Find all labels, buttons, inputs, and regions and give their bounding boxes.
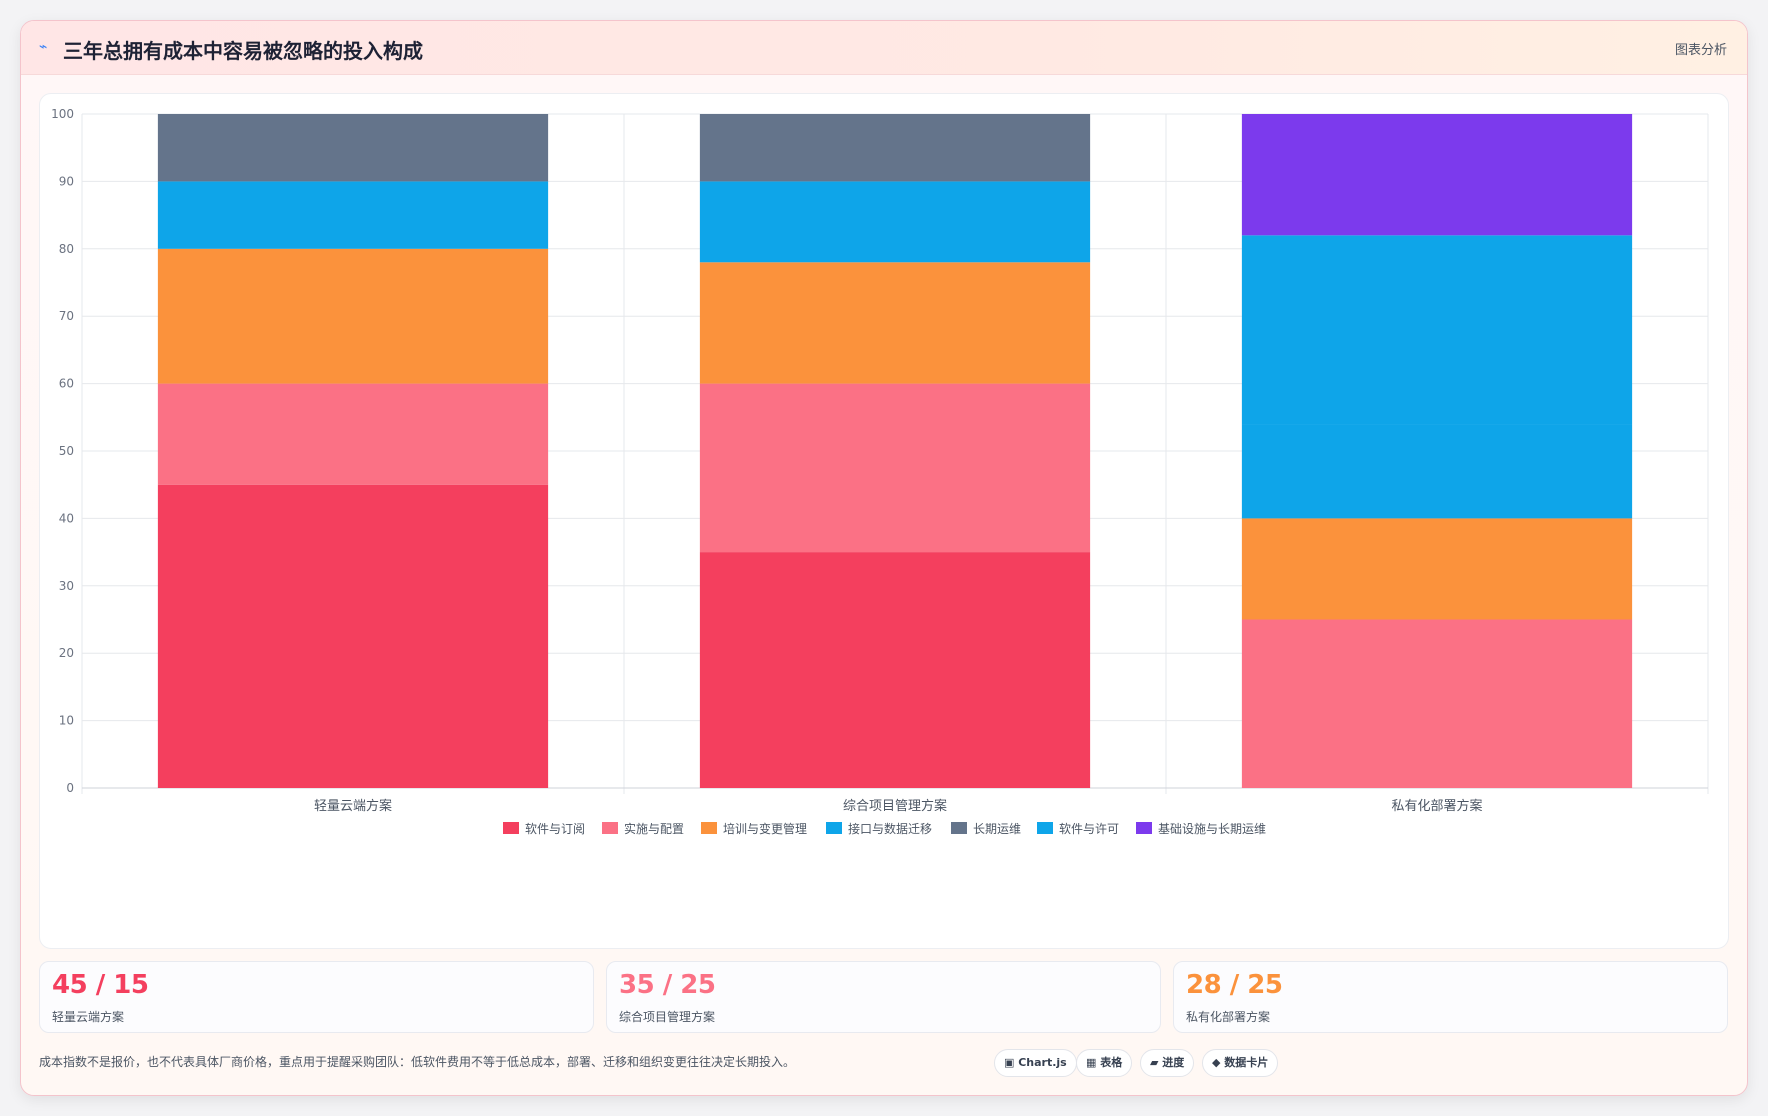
y-tick-label: 80 xyxy=(59,242,74,256)
y-tick-label: 60 xyxy=(59,377,74,391)
chart-analysis-link[interactable]: 图表分析 xyxy=(1674,43,1727,58)
bar-segment xyxy=(1241,619,1633,788)
chartjs-chip[interactable]: ▣ Chart.js xyxy=(994,1049,1077,1077)
stat-label: 私有化部署方案 xyxy=(1186,1010,1271,1024)
y-tick-label: 40 xyxy=(59,511,74,525)
table-chip[interactable]: ▦ 表格 xyxy=(1076,1049,1133,1077)
bar-segment xyxy=(1241,114,1633,236)
x-tick-label: 轻量云端方案 xyxy=(314,798,392,814)
bar-segment xyxy=(157,383,549,485)
chart-panel: 0 10 20 30 40 50 60 70 80 90 100 轻量云端方案 综合项目管理方案 私有化部… xyxy=(39,93,1729,949)
legend-swatch xyxy=(701,822,717,834)
stat-label: 综合项目管理方案 xyxy=(619,1010,716,1024)
x-tick-label: 私有化部署方案 xyxy=(1391,798,1482,814)
chart-card: ⌁ 三年总拥有成本中容易被忽略的投入构成 图表分析 0 10 20 30 40 50 60 7… xyxy=(20,20,1748,1096)
stacked-bar-chart: 0 10 20 30 40 50 60 70 80 90 100 轻量云端方案 综合项目管理方案 私有化部… xyxy=(51,107,1709,836)
legend-label: 长期运维 xyxy=(973,822,1021,836)
y-tick-label: 90 xyxy=(59,174,74,188)
footnote: 成本指数不是报价，也不代表具体厂商价格，重点用于提醒采购团队：低软件费用不等于低… xyxy=(39,1055,796,1069)
legend-label: 软件与订阅 xyxy=(525,822,585,836)
legend-swatch xyxy=(951,822,967,834)
legend-label: 培训与变更管理 xyxy=(723,821,807,836)
y-tick-label: 10 xyxy=(59,714,74,728)
legend-swatch xyxy=(1037,822,1053,834)
stat-card: 28 / 25 私有化部署方案 xyxy=(1173,961,1728,1033)
y-tick-label: 50 xyxy=(59,444,74,458)
stat-label: 轻量云端方案 xyxy=(52,1010,125,1024)
bar-segment xyxy=(699,114,1091,182)
bar-segment xyxy=(1241,424,1633,519)
legend-swatch xyxy=(826,822,842,834)
data-card-chip[interactable]: ◆ 数据卡片 xyxy=(1202,1049,1279,1077)
bar-segment xyxy=(699,262,1091,384)
legend-swatch xyxy=(503,822,519,834)
x-tick-label: 综合项目管理方案 xyxy=(843,798,947,814)
stat-value: 45 / 15 xyxy=(52,970,149,1000)
stat-value: 35 / 25 xyxy=(619,970,716,1000)
stat-card: 35 / 25 综合项目管理方案 xyxy=(606,961,1161,1033)
legend-label: 接口与数据迁移 xyxy=(848,821,932,836)
bar-segment xyxy=(699,181,1091,263)
bolt-icon: ⌁ xyxy=(39,39,48,55)
bar-segment xyxy=(1241,235,1633,425)
y-tick-label: 70 xyxy=(59,309,74,323)
bar-segment xyxy=(157,248,549,384)
y-tick-label: 20 xyxy=(59,646,74,660)
progress-chip[interactable]: ▰ 进度 xyxy=(1140,1049,1195,1077)
legend-label: 实施与配置 xyxy=(624,821,684,836)
y-tick-label: 100 xyxy=(51,107,74,121)
legend-label: 软件与许可 xyxy=(1059,822,1119,836)
legend-label: 基础设施与长期运维 xyxy=(1158,822,1266,836)
stat-cards: 45 / 15 轻量云端方案 35 / 25 综合项目管理方案 28 / 25 … xyxy=(39,961,1729,1033)
stat-value: 28 / 25 xyxy=(1186,970,1283,1000)
bar-segment xyxy=(699,383,1091,553)
bar-segment xyxy=(157,114,549,182)
legend-swatch xyxy=(602,822,618,834)
bar-segment xyxy=(1241,518,1633,620)
card-header: ⌁ 三年总拥有成本中容易被忽略的投入构成 图表分析 xyxy=(21,21,1747,75)
stat-card: 45 / 15 轻量云端方案 xyxy=(39,961,594,1033)
y-tick-label: 30 xyxy=(59,579,74,593)
bar-segment xyxy=(699,552,1091,788)
bar-segment xyxy=(157,484,549,788)
y-tick-label: 0 xyxy=(66,781,74,795)
legend-swatch xyxy=(1136,822,1152,834)
card-title: 三年总拥有成本中容易被忽略的投入构成 xyxy=(63,39,423,63)
bar-segment xyxy=(157,181,549,249)
